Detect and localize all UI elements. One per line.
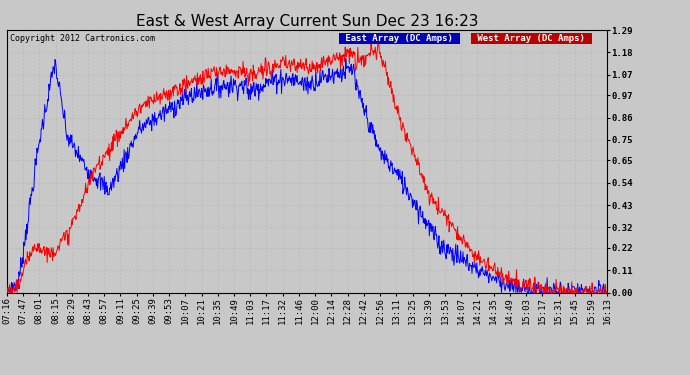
Title: East & West Array Current Sun Dec 23 16:23: East & West Array Current Sun Dec 23 16:… (136, 14, 478, 29)
Text: Copyright 2012 Cartronics.com: Copyright 2012 Cartronics.com (10, 34, 155, 43)
Text: East Array (DC Amps): East Array (DC Amps) (340, 34, 458, 43)
Text: West Array (DC Amps): West Array (DC Amps) (472, 34, 591, 43)
